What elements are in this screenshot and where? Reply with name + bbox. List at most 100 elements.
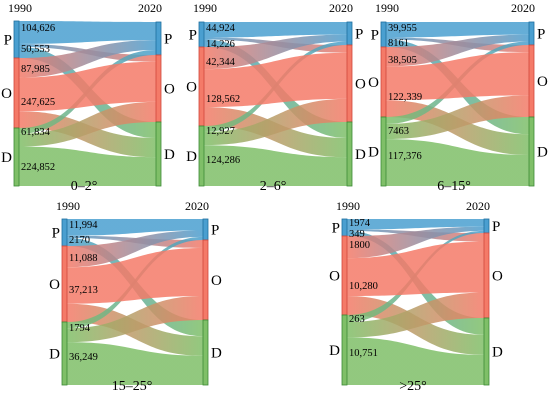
value-label-D-1: 7463 — [388, 126, 409, 137]
node-label-left-P: P — [332, 221, 340, 237]
year-label-right: 2020 — [466, 199, 490, 213]
node-bar-2020-D — [483, 317, 490, 386]
node-label-left-D: D — [368, 145, 379, 161]
node-label-right-P: P — [164, 32, 172, 48]
value-label-D-2: 117,376 — [388, 151, 422, 162]
node-label-right-P: P — [492, 219, 500, 235]
flow-O-to-O — [386, 52, 529, 101]
value-label-P-2: 349 — [349, 229, 365, 240]
flow-O-to-O — [19, 61, 156, 112]
node-bar-1990-P — [198, 21, 205, 48]
flow-P-to-P — [19, 21, 156, 44]
value-label-D-1: 1794 — [69, 323, 91, 334]
flow-D-to-O — [347, 292, 484, 338]
node-label-left-D: D — [1, 150, 12, 166]
value-label-P-1: 11,994 — [69, 220, 98, 231]
flow-O-to-P — [67, 230, 203, 268]
flow-D-to-O — [204, 98, 347, 146]
flow-D-to-O — [386, 95, 529, 140]
panel-title: >25° — [399, 379, 427, 394]
flow-D-to-D — [386, 139, 529, 186]
node-label-left-D: D — [329, 343, 340, 359]
value-label-P-2: 8161 — [388, 38, 409, 49]
node-bar-1990-P — [380, 21, 387, 48]
flow-P-to-P — [204, 22, 347, 38]
flow-O-to-P — [347, 226, 484, 259]
node-bar-1990-D — [198, 125, 205, 187]
node-label-left-P: P — [52, 226, 60, 242]
node-bar-2020-P — [483, 218, 490, 234]
year-label-left: 1990 — [193, 1, 217, 15]
panel-title: 6–15° — [437, 179, 471, 194]
value-label-D-2: 224,852 — [21, 162, 55, 173]
node-bar-1990-D — [13, 127, 20, 187]
flow-D-to-D — [19, 146, 156, 186]
node-bar-1990-D — [380, 116, 387, 187]
node-bar-2020-O — [483, 232, 490, 319]
node-bar-2020-D — [528, 116, 535, 187]
node-label-right-O: O — [537, 74, 548, 90]
value-label-O-2: 122,339 — [388, 92, 422, 103]
node-bar-2020-D — [155, 121, 162, 187]
year-label-left: 1990 — [56, 199, 80, 213]
node-bar-2020-D — [202, 319, 209, 386]
value-label-O-2: 10,280 — [349, 281, 378, 292]
sankey-panel-1: 1990 2020 P P O O D D 104,626 50,553 87,985 247,625… — [1, 1, 175, 194]
value-label-P-2: 14,226 — [206, 39, 235, 50]
value-label-P-1: 104,626 — [21, 23, 55, 34]
value-label-P-2: 50,553 — [21, 44, 50, 55]
node-label-left-O: O — [1, 86, 12, 102]
value-label-P-1: 44,924 — [206, 23, 236, 34]
node-label-left-P: P — [371, 28, 379, 44]
value-label-D-2: 36,249 — [69, 352, 98, 363]
value-label-O-1: 1800 — [349, 240, 370, 251]
panel-title: 15–25° — [112, 379, 153, 394]
flow-P-to-P — [347, 219, 484, 230]
node-bar-2020-O — [528, 44, 535, 118]
year-label-left: 1990 — [375, 1, 399, 15]
value-label-P-1: 39,955 — [388, 23, 417, 34]
year-label-right: 2020 — [329, 1, 353, 15]
node-label-right-D: D — [537, 145, 548, 161]
flow-D-to-O — [19, 101, 156, 147]
value-label-O-2: 128,562 — [206, 94, 240, 105]
node-label-right-O: O — [211, 273, 222, 289]
value-label-O-1: 42,344 — [206, 57, 236, 68]
node-bar-2020-P — [202, 218, 209, 241]
node-label-right-P: P — [211, 223, 219, 239]
flow-P-to-P — [67, 219, 203, 236]
value-label-O-1: 38,505 — [388, 55, 417, 66]
node-bar-1990-O — [198, 46, 205, 127]
node-label-right-O: O — [164, 82, 175, 98]
node-label-right-O: O — [355, 77, 366, 93]
flow-O-to-O — [204, 52, 347, 108]
panel-title: 2–6° — [260, 179, 287, 194]
node-label-right-D: D — [211, 346, 222, 362]
node-label-right-D: D — [164, 147, 175, 163]
node-bar-1990-O — [13, 57, 20, 129]
flow-O-to-P — [19, 40, 156, 78]
node-bar-2020-P — [528, 21, 535, 46]
node-bar-2020-D — [346, 121, 353, 187]
node-bar-2020-O — [202, 239, 209, 321]
node-label-left-D: D — [49, 347, 60, 363]
node-label-right-D: D — [492, 345, 503, 361]
flow-O-to-O — [347, 241, 484, 297]
flow-D-to-O — [67, 296, 203, 343]
year-label-right: 2020 — [511, 1, 535, 15]
value-label-O-1: 87,985 — [21, 64, 50, 75]
node-bar-2020-P — [155, 21, 162, 56]
node-label-left-P: P — [189, 28, 197, 44]
value-label-D-1: 12,927 — [206, 126, 235, 137]
node-bar-1990-O — [61, 245, 68, 323]
value-label-D-2: 124,286 — [206, 155, 240, 166]
flow-O-to-P — [204, 34, 347, 70]
value-label-D-1: 61,834 — [21, 127, 51, 138]
node-label-right-D: D — [355, 147, 366, 163]
value-label-O-1: 11,088 — [69, 253, 98, 264]
